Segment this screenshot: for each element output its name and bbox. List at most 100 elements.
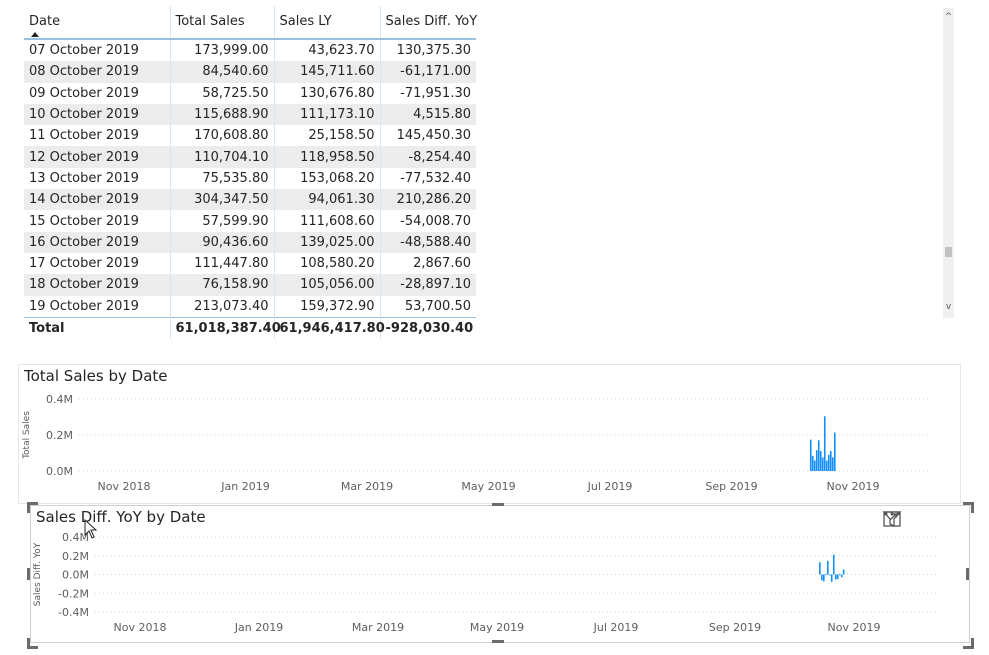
y-tick-label: 0.4M: [46, 393, 73, 406]
data-bar: [840, 574, 843, 578]
column-header-total-sales[interactable]: Total Sales: [169, 6, 274, 40]
sales-table-visual[interactable]: Date Total Sales Sales LY Sales Diff. Yo…: [24, 6, 478, 339]
total-sales-chart-visual[interactable]: Total Sales by Date 0.4M 0.2M 0.0M Total Sa…: [18, 364, 961, 504]
data-bar: [819, 451, 822, 471]
sales-diff-yoy-total: -928,030.40: [379, 316, 476, 339]
table-total-row: Total 61,018,387.40 61,946,417.80 -928,0…: [24, 316, 476, 339]
chevron-up-icon[interactable]: ^: [944, 12, 953, 22]
chevron-down-icon[interactable]: v: [945, 302, 952, 312]
data-bar: [813, 460, 816, 471]
data-bar: [836, 574, 839, 580]
data-bar: [834, 574, 837, 580]
table-row[interactable]: 15 October 2019 57,599.90 111,608.60 -54,00…: [24, 210, 476, 232]
x-tick-label: Nov 2018: [114, 621, 167, 634]
sort-ascending-icon[interactable]: [31, 32, 39, 37]
more-options-icon[interactable]: [884, 511, 963, 529]
data-bar: [829, 450, 832, 471]
cell-sales-ly: 111,608.60: [273, 210, 380, 232]
resize-handle-top[interactable]: [492, 503, 504, 506]
table-row[interactable]: 18 October 2019 76,158.90 105,056.00 -28,89…: [24, 274, 476, 296]
x-tick-label: Mar 2019: [341, 480, 393, 493]
table-row[interactable]: 10 October 2019 115,688.90 111,173.10 4,515…: [24, 103, 476, 126]
cell-sales-diff-yoy: 53,700.50: [379, 295, 476, 318]
cell-total-sales: 75,535.80: [169, 167, 274, 190]
cell-sales-ly: 111,173.10: [273, 103, 380, 126]
resize-handle-bottom-right[interactable]: [963, 638, 974, 649]
table-row[interactable]: 11 October 2019 170,608.80 25,158.50 145,45…: [24, 125, 476, 147]
cell-date: 17 October 2019: [29, 256, 139, 272]
cell-sales-ly: 153,068.20: [273, 167, 380, 190]
table-row[interactable]: 12 October 2019 110,704.10 118,958.50 -8,25…: [24, 146, 476, 168]
x-tick-label: Jul 2019: [587, 480, 633, 493]
cell-total-sales: 110,704.10: [169, 146, 274, 168]
total-sales-total: 61,018,387.40: [169, 316, 281, 339]
data-bar: [830, 574, 833, 582]
data-bar: [825, 460, 828, 471]
total-label: Total: [24, 316, 170, 339]
table-row[interactable]: 16 October 2019 90,436.60 139,025.00 -48,58…: [24, 231, 476, 253]
data-bar: [809, 439, 812, 471]
y-tick-label: 0.2M: [46, 429, 73, 442]
resize-handle-bottom-left[interactable]: [27, 638, 38, 649]
x-tick-label: Nov 2019: [827, 480, 880, 493]
chart-title: Total Sales by Date: [24, 367, 168, 385]
cell-sales-diff-yoy: 4,515.80: [379, 103, 476, 126]
table-body: 07 October 2019 173,999.00 43,623.70 130,37…: [24, 39, 476, 318]
x-tick-label: May 2019: [470, 621, 524, 634]
y-axis-title: Sales Diff. YoY: [33, 542, 43, 606]
table-row[interactable]: 08 October 2019 84,540.60 145,711.60 -61,17…: [24, 61, 476, 83]
cell-sales-diff-yoy: -61,171.00: [379, 61, 476, 83]
y-tick-label: -0.2M: [58, 587, 89, 600]
cell-date: 10 October 2019: [24, 103, 170, 126]
resize-handle-top-left[interactable]: [27, 502, 38, 513]
resize-handle-right[interactable]: [966, 568, 969, 580]
data-bar: [811, 455, 814, 471]
data-bar: [827, 454, 830, 471]
sales-diff-chart-visual[interactable]: Sales Diff. YoY by Date 0.4M 0.2M 0.0M -0.2…: [30, 505, 970, 643]
resize-handle-bottom[interactable]: [492, 640, 504, 643]
cell-total-sales: 304,347.50: [169, 189, 274, 211]
cell-total-sales: 84,540.60: [169, 61, 274, 83]
y-tick-label: 0.0M: [46, 465, 73, 478]
cell-sales-diff-yoy: -54,008.70: [379, 210, 476, 232]
chart-title: Sales Diff. YoY by Date: [36, 508, 206, 526]
data-bar: [842, 569, 845, 575]
column-header-sales-diff-yoy[interactable]: Sales Diff. YoY: [379, 6, 477, 40]
table-row[interactable]: 17 October 2019 111,447.80 108,580.20 2,867…: [24, 252, 476, 275]
cell-sales-diff-yoy: 210,286.20: [379, 189, 476, 211]
cell-total-sales: 170,608.80: [169, 125, 274, 147]
column-header-label: Date: [29, 13, 61, 29]
table-row[interactable]: 07 October 2019 173,999.00 43,623.70 130,37…: [24, 39, 476, 62]
data-bar: [821, 574, 823, 581]
cell-sales-ly: 108,580.20: [273, 252, 380, 275]
data-bar: [831, 457, 834, 471]
cell-sales-diff-yoy: -71,951.30: [379, 82, 476, 104]
table-row[interactable]: 14 October 2019 304,347.50 94,061.30 210,28…: [24, 189, 476, 211]
cell-sales-ly: 130,676.80: [273, 82, 380, 104]
x-tick-label: Sep 2019: [705, 480, 757, 493]
table-row[interactable]: 19 October 2019 213,073.40 159,372.90 53,70…: [24, 295, 476, 318]
x-tick-label: May 2019: [461, 480, 515, 493]
table-scrollbar[interactable]: ^ v: [943, 8, 954, 318]
cell-sales-ly: 145,711.60: [273, 61, 380, 83]
scrollbar-thumb[interactable]: [945, 247, 952, 257]
table-row[interactable]: 13 October 2019 75,535.80 153,068.20 -77,53…: [24, 167, 476, 190]
total-sales-chart: 0.4M 0.2M 0.0M Total Sales Nov 2018 Jan 2019 M…: [22, 393, 929, 493]
column-header-date[interactable]: Date: [24, 6, 170, 40]
cell-date: 14 October 2019: [24, 189, 170, 211]
cell-sales-ly: 43,623.70: [273, 39, 380, 62]
table-row[interactable]: 09 October 2019 58,725.50 130,676.80 -71,95…: [24, 82, 476, 104]
cell-sales-ly: 25,158.50: [273, 125, 380, 147]
x-tick-label: Jul 2019: [593, 621, 639, 634]
cell-sales-ly: 159,372.90: [273, 295, 380, 318]
data-bar: [823, 416, 826, 471]
x-tick-label: Nov 2019: [828, 621, 881, 634]
cell-date: 16 October 2019: [24, 231, 170, 253]
x-tick-label: Jan 2019: [220, 480, 269, 493]
y-axis-title: Total Sales: [22, 411, 32, 460]
column-header-sales-ly[interactable]: Sales LY: [273, 6, 380, 40]
y-tick-label: -0.4M: [58, 606, 89, 619]
resize-handle-left[interactable]: [27, 568, 30, 580]
cell-total-sales: 111,447.80: [169, 252, 274, 275]
resize-handle-top-right[interactable]: [963, 502, 974, 513]
